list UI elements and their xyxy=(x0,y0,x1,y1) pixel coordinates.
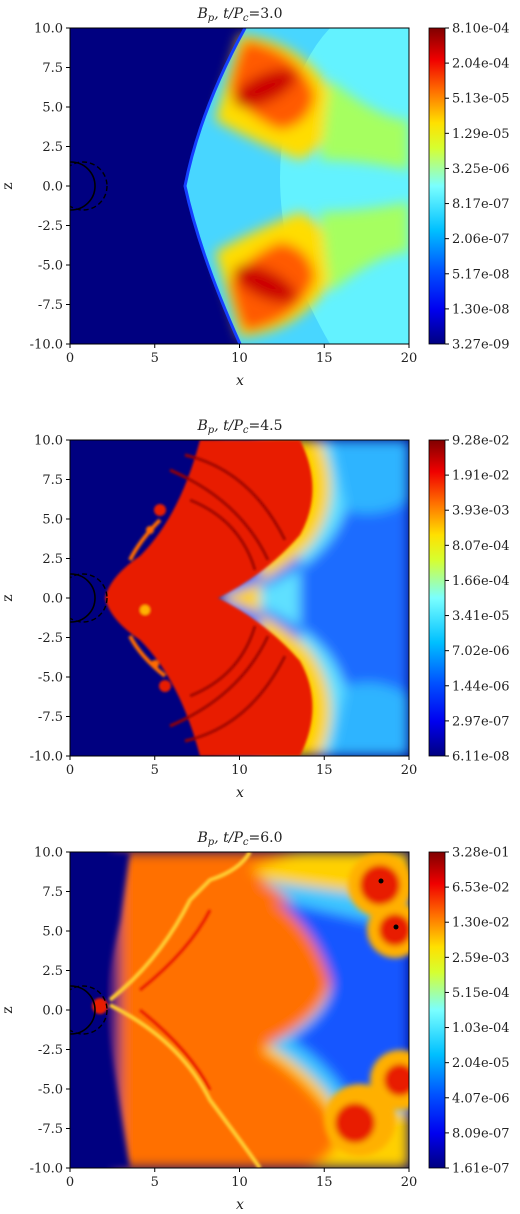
x-tick-label: 5 xyxy=(151,763,159,778)
x-tick-label: 5 xyxy=(151,351,159,366)
colorbar-tick-label: 9.28e-02 xyxy=(452,434,510,449)
x-ticks-1: 0 5 10 15 20 xyxy=(66,344,417,366)
y-tick-label: -7.5 xyxy=(38,710,63,725)
colorbar-tick-label: 1.29e-05 xyxy=(452,127,510,142)
y-tick-label: 2.5 xyxy=(42,964,63,979)
colorbar-tick-label: 6.53e-02 xyxy=(452,881,510,896)
colorbar-tick-label: 1.03e-04 xyxy=(452,1021,510,1036)
colorbar-tick-label: 6.11e-08 xyxy=(452,750,510,765)
colorbar-tick-label: 2.04e-05 xyxy=(452,1056,510,1071)
x-ticks-2: 0 5 10 15 20 xyxy=(66,756,417,778)
x-tick-label: 15 xyxy=(316,351,333,366)
heatmap-image-1 xyxy=(70,28,409,344)
y-axis-label-2: z xyxy=(0,594,16,601)
colorbar-tick-label: 3.41e-05 xyxy=(452,609,510,624)
panel-2: Bp, t/Pc=4.5 10.0 7.5 5.0 2.5 0.0 -2.5 -5.0 -7.… xyxy=(0,418,510,801)
y-tick-label: 7.5 xyxy=(42,61,63,76)
x-ticks-3: 0 5 10 15 20 xyxy=(66,1168,417,1190)
colorbar-tick-label: 2.59e-03 xyxy=(452,951,510,966)
y-tick-label: 5.0 xyxy=(42,925,63,940)
colorbar-tick-label: 2.06e-07 xyxy=(452,232,510,247)
colorbar-tick-label: 2.04e-04 xyxy=(452,57,510,72)
colorbar-tick-label: 3.27e-09 xyxy=(452,338,510,353)
colorbar-tick-label: 8.09e-07 xyxy=(452,1126,510,1141)
colorbar-tick-label: 7.02e-06 xyxy=(452,644,510,659)
y-tick-label: -2.5 xyxy=(38,219,63,234)
y-ticks-1: 10.0 7.5 5.0 2.5 0.0 -2.5 -5.0 -7.5 -10.0 xyxy=(30,22,70,353)
colorbar-tick-label: 3.28e-01 xyxy=(452,846,510,861)
x-tick-label: 15 xyxy=(316,1175,333,1190)
panel-1: Bp, t/Pc=3.0 10.0 7.5 5.0 2.5 0.0 -2.5 -5.0 -7.… xyxy=(0,6,510,389)
colorbar-tick-label: 3.93e-03 xyxy=(452,504,510,519)
colorbar-tick-label: 2.97e-07 xyxy=(452,714,510,729)
y-tick-label: 10.0 xyxy=(34,434,63,449)
panel-3: Bp, t/Pc=6.0 10.0 7.5 5.0 2.5 0.0 -2.5 -5.0 -7.… xyxy=(0,830,510,1213)
y-ticks-3: 10.0 7.5 5.0 2.5 0.0 -2.5 -5.0 -7.5 -10.0 xyxy=(30,846,70,1177)
y-tick-label: -5.0 xyxy=(38,671,63,686)
x-tick-label: 0 xyxy=(66,1175,74,1190)
y-tick-label: -10.0 xyxy=(30,338,63,353)
y-tick-label: 2.5 xyxy=(42,140,63,155)
x-tick-label: 10 xyxy=(231,351,248,366)
colorbar-tick-label: 8.17e-07 xyxy=(452,197,510,212)
colorbar-tick-label: 1.61e-07 xyxy=(452,1162,510,1177)
colorbar-tick-label: 8.10e-04 xyxy=(452,22,510,37)
x-tick-label: 20 xyxy=(401,763,418,778)
y-tick-label: -2.5 xyxy=(38,631,63,646)
colorbar-tick-label: 5.13e-05 xyxy=(452,92,510,107)
y-tick-label: 0.0 xyxy=(42,1004,63,1019)
colorbar-ticks-2: 9.28e-02 1.91e-02 3.93e-03 8.07e-04 1.66e-04… xyxy=(445,434,510,765)
y-tick-label: 2.5 xyxy=(42,552,63,567)
colorbar-tick-label: 1.91e-02 xyxy=(452,469,510,484)
x-axis-label-1: x xyxy=(236,373,244,389)
colorbar-ticks-1: 8.10e-04 2.04e-04 5.13e-05 1.29e-05 3.25e-06… xyxy=(445,22,510,353)
heatmap-image-3 xyxy=(70,852,409,1168)
colorbar-1 xyxy=(428,27,446,345)
y-tick-label: -5.0 xyxy=(38,1083,63,1098)
heatmap-image-2 xyxy=(70,440,409,756)
x-tick-label: 5 xyxy=(151,1175,159,1190)
panel-title-2: Bp, t/Pc=4.5 xyxy=(197,418,283,436)
x-tick-label: 20 xyxy=(401,1175,418,1190)
y-axis-label-1: z xyxy=(0,182,16,189)
y-tick-label: -7.5 xyxy=(38,298,63,313)
x-tick-label: 10 xyxy=(231,763,248,778)
y-tick-label: -10.0 xyxy=(30,1162,63,1177)
y-tick-label: 0.0 xyxy=(42,180,63,195)
colorbar-tick-label: 4.07e-06 xyxy=(452,1091,510,1106)
y-ticks-2: 10.0 7.5 5.0 2.5 0.0 -2.5 -5.0 -7.5 -10.0 xyxy=(30,434,70,765)
colorbar-tick-label: 5.15e-04 xyxy=(452,986,510,1001)
y-tick-label: 10.0 xyxy=(34,22,63,37)
y-tick-label: -5.0 xyxy=(38,259,63,274)
y-tick-label: 10.0 xyxy=(34,846,63,861)
x-tick-label: 15 xyxy=(316,763,333,778)
colorbar-tick-label: 8.07e-04 xyxy=(452,539,510,554)
y-tick-label: 0.0 xyxy=(42,592,63,607)
panel-title-1: Bp, t/Pc=3.0 xyxy=(197,6,283,24)
y-tick-label: 7.5 xyxy=(42,885,63,900)
x-tick-label: 0 xyxy=(66,763,74,778)
y-tick-label: -2.5 xyxy=(38,1043,63,1058)
x-axis-label-2: x xyxy=(236,785,244,801)
y-tick-label: -10.0 xyxy=(30,750,63,765)
x-tick-label: 10 xyxy=(231,1175,248,1190)
panel-title-3: Bp, t/Pc=6.0 xyxy=(197,830,283,848)
x-tick-label: 20 xyxy=(401,351,418,366)
colorbar-tick-label: 5.17e-08 xyxy=(452,267,510,282)
colorbar-tick-label: 1.30e-02 xyxy=(452,916,510,931)
colorbar-3 xyxy=(428,851,446,1169)
y-tick-label: -7.5 xyxy=(38,1122,63,1137)
colorbar-tick-label: 1.30e-08 xyxy=(452,302,510,317)
y-axis-label-3: z xyxy=(0,1006,16,1013)
y-tick-label: 5.0 xyxy=(42,513,63,528)
y-tick-label: 7.5 xyxy=(42,473,63,488)
x-tick-label: 0 xyxy=(66,351,74,366)
colorbar-ticks-3: 3.28e-01 6.53e-02 1.30e-02 2.59e-03 5.15e-04… xyxy=(445,846,510,1177)
colorbar-2 xyxy=(428,439,446,757)
y-tick-label: 5.0 xyxy=(42,101,63,116)
x-axis-label-3: x xyxy=(236,1197,244,1213)
colorbar-tick-label: 1.66e-04 xyxy=(452,574,510,589)
colorbar-tick-label: 1.44e-06 xyxy=(452,679,510,694)
colorbar-tick-label: 3.25e-06 xyxy=(452,162,510,177)
